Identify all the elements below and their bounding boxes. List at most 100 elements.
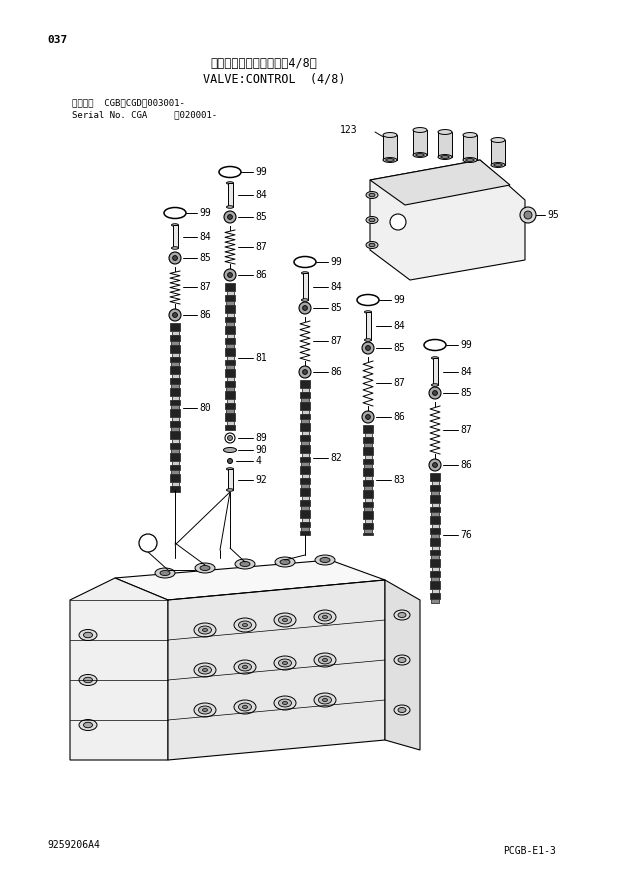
Bar	[301, 484, 309, 488]
Text: 85: 85	[460, 388, 472, 398]
Ellipse shape	[274, 696, 296, 710]
Bar	[171, 340, 179, 345]
Bar	[303, 273, 308, 300]
Bar	[228, 183, 232, 207]
Ellipse shape	[234, 618, 256, 632]
Bar	[225, 360, 235, 366]
Circle shape	[433, 390, 437, 396]
Bar	[430, 538, 440, 546]
Text: 86: 86	[255, 270, 267, 280]
Text: 84: 84	[393, 321, 405, 331]
Bar	[172, 353, 179, 357]
Bar	[170, 465, 180, 470]
Polygon shape	[385, 580, 420, 750]
Bar	[301, 397, 309, 402]
Bar	[170, 400, 180, 405]
Bar	[171, 405, 179, 410]
Ellipse shape	[274, 613, 296, 627]
Ellipse shape	[369, 243, 375, 247]
Bar	[365, 520, 371, 523]
Ellipse shape	[84, 633, 92, 638]
Ellipse shape	[223, 447, 236, 452]
Text: 92: 92	[255, 475, 267, 485]
Ellipse shape	[413, 128, 427, 132]
Bar	[300, 424, 310, 431]
Ellipse shape	[240, 562, 250, 566]
Ellipse shape	[438, 130, 452, 135]
Ellipse shape	[200, 565, 210, 570]
Bar	[225, 391, 235, 399]
Ellipse shape	[219, 166, 241, 178]
Bar	[301, 528, 309, 531]
Bar	[170, 422, 180, 427]
Bar	[432, 502, 438, 507]
Ellipse shape	[242, 666, 247, 668]
Text: 95: 95	[547, 210, 559, 220]
Ellipse shape	[239, 663, 252, 671]
Ellipse shape	[432, 357, 438, 360]
Ellipse shape	[79, 629, 97, 640]
Bar	[301, 388, 309, 392]
Bar	[301, 462, 309, 466]
Bar	[300, 488, 310, 496]
Text: 87: 87	[199, 282, 211, 292]
Ellipse shape	[319, 613, 332, 621]
Bar	[225, 347, 235, 356]
Ellipse shape	[394, 705, 410, 715]
Bar	[431, 598, 439, 603]
Bar	[172, 331, 179, 335]
Text: 99: 99	[460, 340, 472, 350]
Bar	[171, 384, 179, 388]
Text: 4: 4	[255, 456, 261, 466]
Bar	[228, 469, 232, 490]
Text: 84: 84	[460, 367, 472, 377]
Ellipse shape	[278, 699, 291, 707]
Ellipse shape	[314, 693, 336, 707]
Ellipse shape	[226, 468, 234, 470]
Bar	[226, 322, 234, 326]
Bar	[226, 421, 234, 424]
Ellipse shape	[198, 626, 211, 634]
Text: a: a	[396, 218, 401, 227]
Text: 80: 80	[199, 403, 211, 413]
Bar	[300, 414, 310, 419]
Bar	[363, 533, 373, 535]
Bar	[226, 409, 234, 413]
Ellipse shape	[278, 616, 291, 624]
Text: 99: 99	[199, 208, 211, 218]
Ellipse shape	[357, 295, 379, 305]
Ellipse shape	[194, 703, 216, 717]
Polygon shape	[70, 578, 168, 760]
Ellipse shape	[275, 557, 295, 567]
Bar	[172, 482, 179, 487]
Bar	[432, 589, 438, 593]
Bar	[432, 524, 438, 528]
Bar	[301, 496, 309, 500]
Bar	[363, 523, 373, 529]
Bar	[363, 511, 373, 520]
Bar	[301, 518, 309, 522]
Text: 89: 89	[255, 433, 267, 443]
Bar	[430, 559, 440, 567]
Bar	[430, 571, 440, 577]
Bar	[171, 427, 179, 431]
Circle shape	[433, 463, 437, 467]
Bar	[365, 476, 371, 480]
Ellipse shape	[283, 662, 288, 664]
Text: 84: 84	[199, 232, 211, 242]
Bar	[432, 481, 438, 485]
Bar	[365, 455, 371, 458]
Bar	[433, 358, 438, 385]
Ellipse shape	[301, 298, 309, 301]
Bar	[225, 326, 235, 334]
Circle shape	[225, 433, 235, 443]
Bar	[364, 465, 372, 468]
Bar	[365, 498, 371, 501]
Polygon shape	[370, 160, 510, 205]
Bar	[225, 295, 235, 301]
Ellipse shape	[160, 570, 170, 576]
Text: 87: 87	[460, 425, 472, 435]
Text: 87: 87	[255, 242, 267, 252]
Bar	[365, 433, 371, 437]
Text: a: a	[145, 538, 151, 548]
